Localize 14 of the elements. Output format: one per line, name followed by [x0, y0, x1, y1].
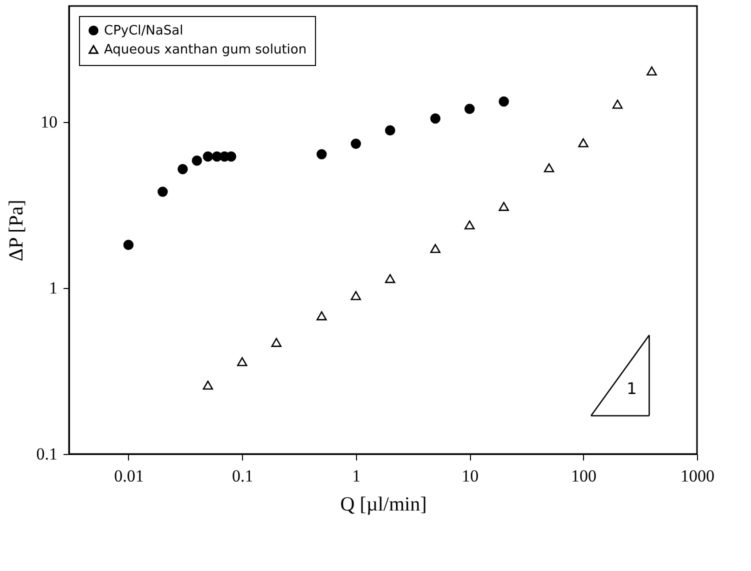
- x-tick-label: 0.1: [232, 466, 254, 486]
- y-tick-label: 10: [40, 112, 58, 132]
- x-tick-label: 100: [571, 466, 597, 486]
- y-axis-title: ΔP [Pa]: [5, 200, 28, 262]
- y-tick-label: 0.1: [36, 444, 58, 464]
- x-tick-label: 0.01: [114, 466, 144, 486]
- annotation: 1: [626, 378, 637, 398]
- x-tick-label: 1000: [680, 466, 714, 486]
- legend-label: Aqueous xanthan gum solution: [104, 42, 307, 58]
- y-tick-label: 1: [49, 278, 58, 298]
- x-tick-label: 1: [352, 466, 361, 486]
- legend-label: CPyCl/NaSal: [104, 24, 184, 38]
- x-axis-title: Q [µl/min]: [340, 494, 427, 516]
- x-tick-label: 10: [462, 466, 479, 486]
